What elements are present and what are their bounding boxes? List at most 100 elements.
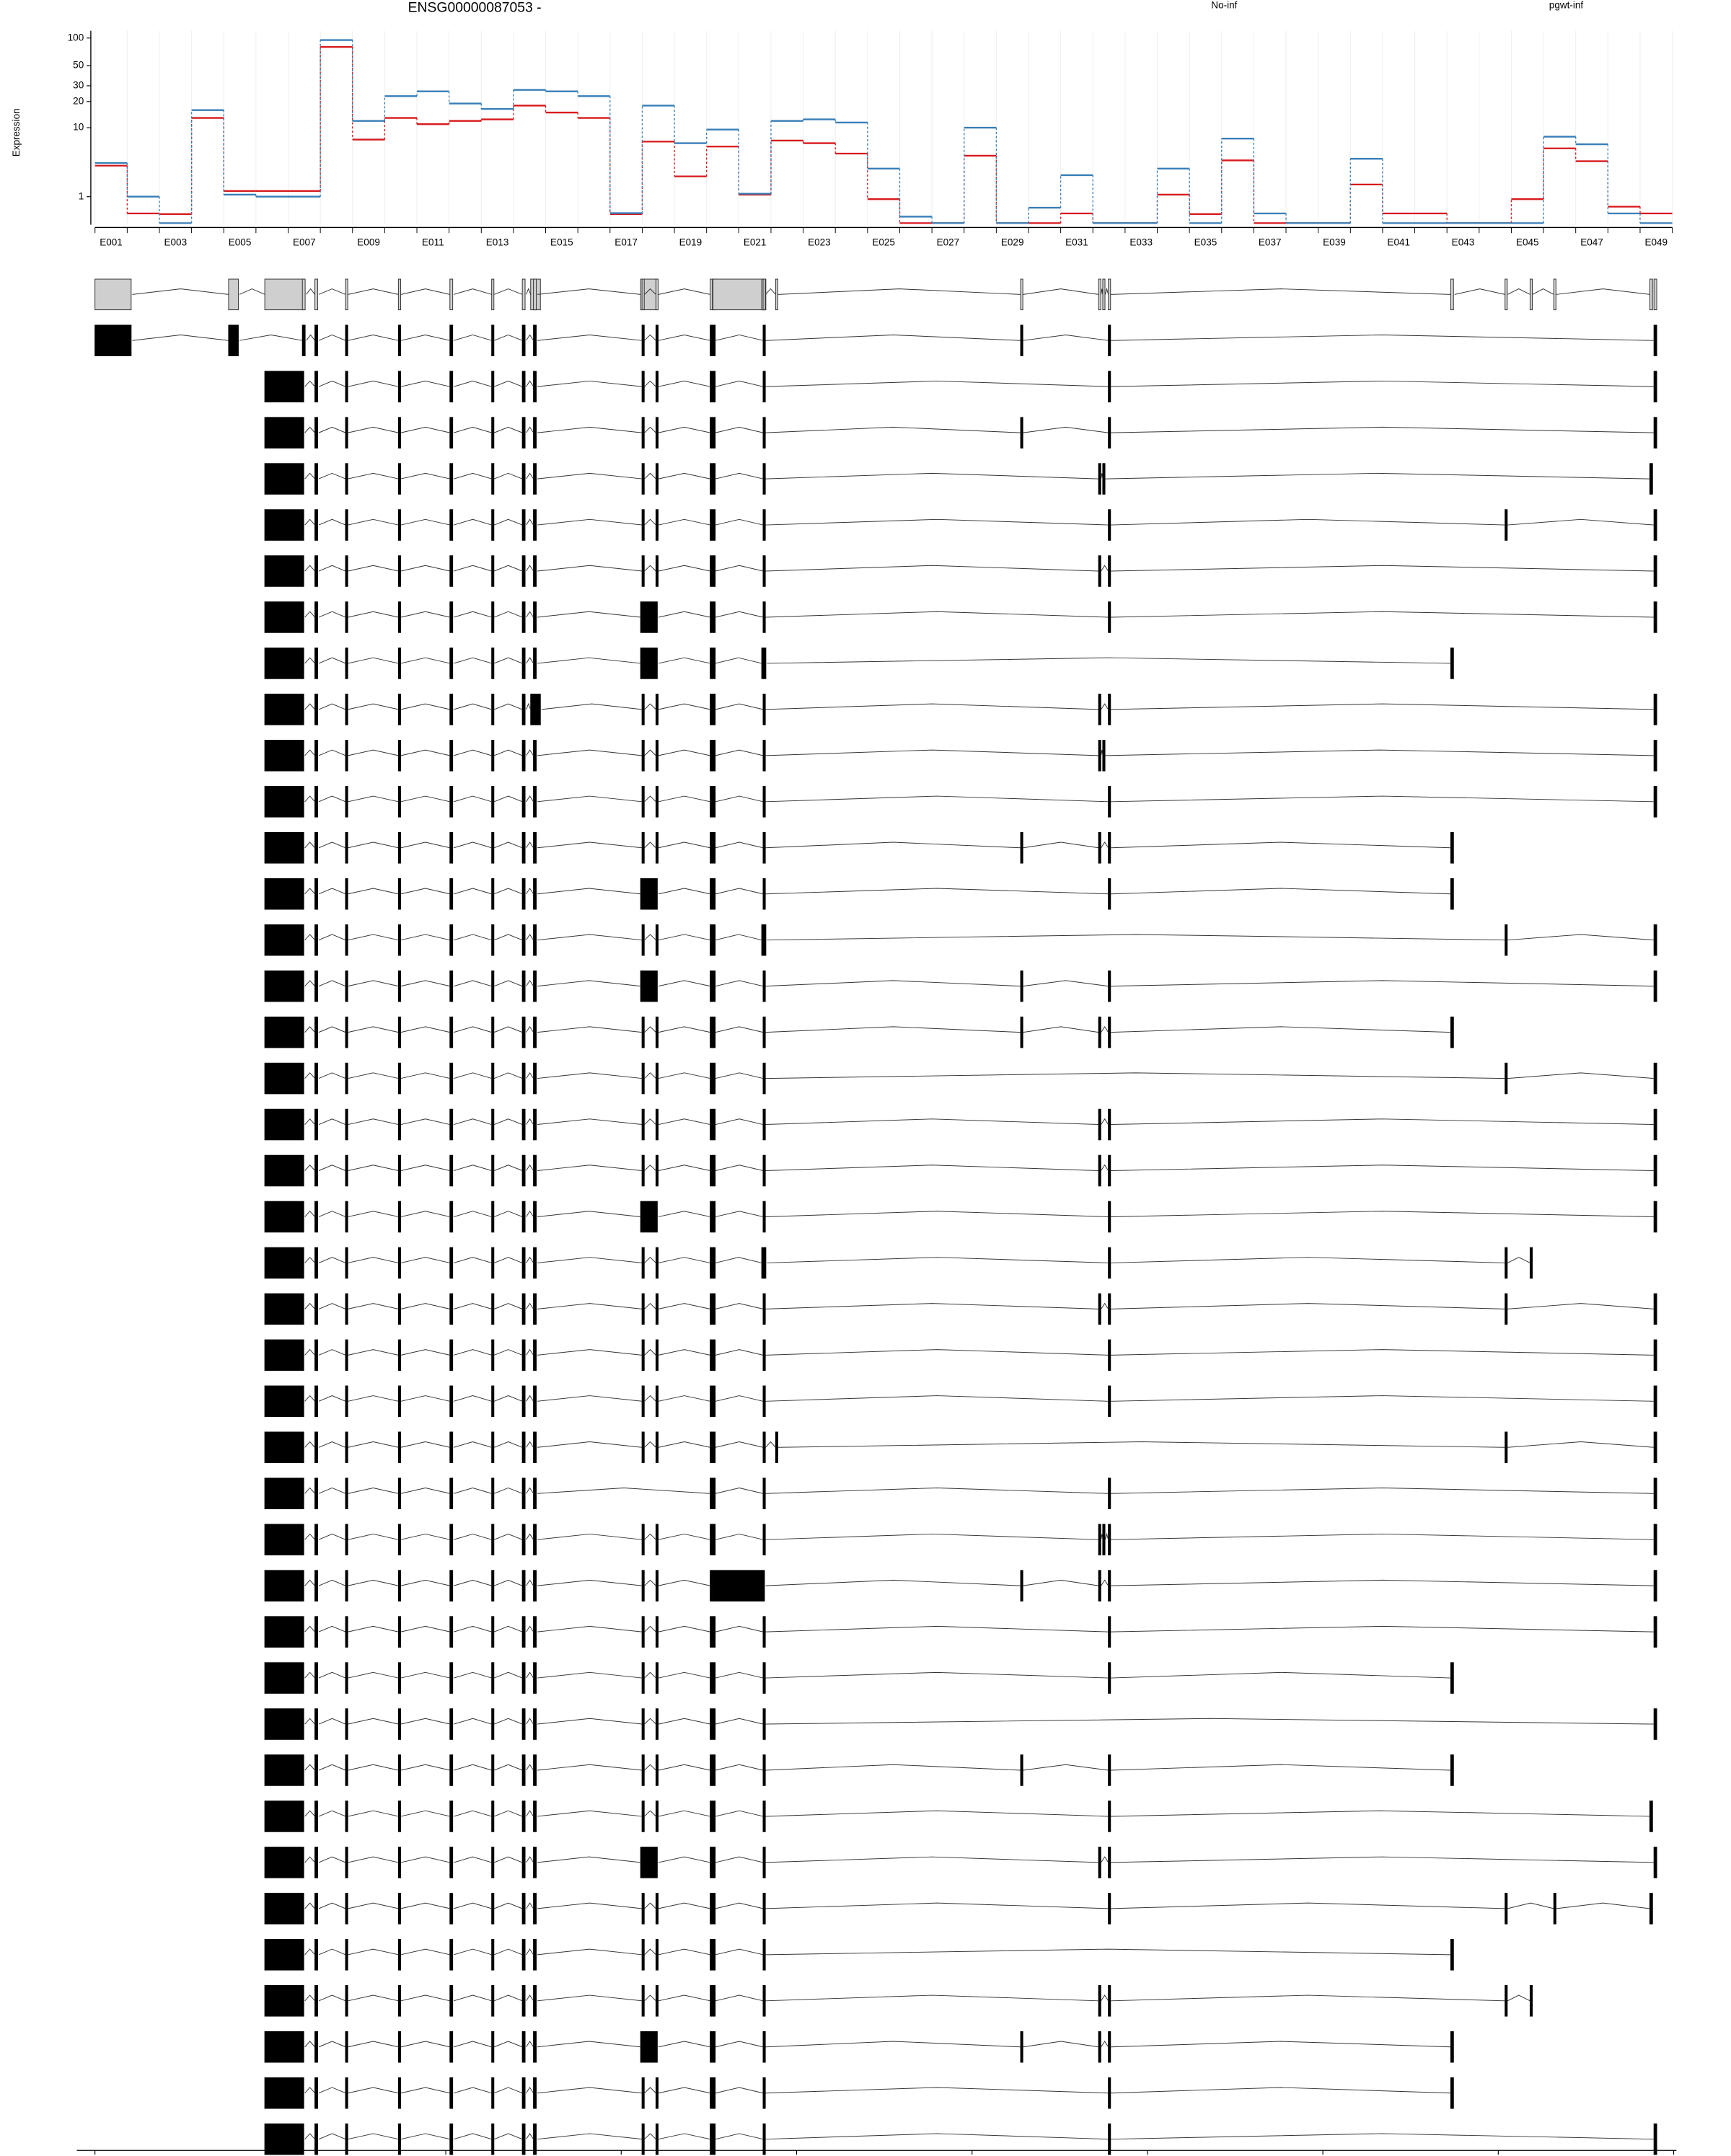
intron [304,565,315,572]
intron [537,1948,643,1956]
intron [658,426,710,433]
transcript-exon [1653,371,1657,402]
intron [493,1118,523,1125]
intron [526,1210,534,1217]
intron [1111,1118,1655,1126]
intron [658,288,710,295]
transcript-exon [713,1847,716,1878]
transcript-exon [1102,740,1106,772]
intron [715,380,764,387]
transcript-exon [264,371,304,402]
transcript-exon [345,1201,348,1233]
transcript-exon [264,1108,304,1141]
intron [537,980,641,987]
intron [537,795,643,803]
intron [454,1072,492,1079]
intron [644,472,656,480]
transcript-exon [449,1247,454,1279]
intron [526,1256,534,1263]
intron [1507,1994,1530,2002]
intron [1111,334,1655,341]
transcript-exon [640,970,658,1002]
transcript-exon [264,1201,304,1233]
x-tick-label: E027 [937,237,960,247]
transcript-exon [1108,2123,1111,2155]
transcript-exon [521,1062,526,1095]
transcript-exon [655,1985,659,2017]
intron [526,841,534,849]
intron [765,703,1099,710]
intron [537,1165,643,1171]
intron [400,334,450,341]
intron [1111,1902,1505,1909]
transcript-exon [641,1939,645,1971]
intron [454,980,492,987]
transcript-exon [533,1385,537,1418]
gene-model-exon [1529,278,1533,311]
intron [537,1671,643,1679]
transcript-exon [449,509,454,541]
transcript-exon [314,509,318,541]
transcript-exon [1653,1293,1657,1325]
transcript-exon [641,324,645,356]
intron [1111,980,1655,987]
transcript-exon [1108,1847,1111,1878]
transcript-exon [314,417,318,449]
intron [1101,565,1109,572]
transcript-exon [345,1339,348,1371]
intron [1111,380,1655,387]
transcript-exon [1653,1385,1657,1418]
transcript-exon [1108,2077,1111,2109]
transcript-exon [345,694,348,725]
transcript-exon [521,417,526,449]
transcript-exon [713,1201,716,1233]
intron [644,1302,656,1309]
intron [526,1902,534,1909]
intron [1101,1118,1109,1125]
transcript-exon [314,1154,318,1187]
transcript-exon [264,1062,304,1095]
intron [537,657,641,664]
intron [715,1764,764,1771]
transcript-exon [491,1108,495,1141]
transcript-exon [345,1247,348,1279]
intron [493,888,523,895]
intron [454,657,492,664]
transcript-exon [397,1385,401,1418]
intron [1105,749,1655,756]
transcript-exon [655,1939,659,1971]
transcript-exon [710,694,713,725]
transcript-exon [264,832,304,864]
transcript-exon [762,1062,766,1095]
transcript-exon [491,786,495,818]
intron [526,980,534,986]
intron [348,888,399,895]
intron [348,1764,399,1771]
intron [400,1072,450,1079]
transcript-exon [397,1431,401,1464]
intron [715,1165,764,1171]
intron [454,1948,492,1956]
intron [318,1718,346,1725]
intron [644,1072,656,1079]
transcript-exon [641,1893,645,1925]
intron [454,888,492,895]
intron [493,1441,523,1448]
transcript-exon [713,832,716,864]
intron [318,888,346,895]
transcript-exon [641,2123,645,2155]
intron [454,1118,492,1126]
intron [304,841,315,849]
intron [348,426,399,433]
intron [400,1718,450,1725]
intron [304,1671,315,1679]
intron [526,934,534,940]
transcript-exon [655,1339,659,1371]
transcript-exon [641,1016,645,1048]
transcript-exon [345,1108,348,1141]
transcript-exon [762,1708,766,1740]
transcript-exon [710,1939,713,1971]
intron [644,1118,656,1125]
transcript-exon [1653,970,1657,1002]
intron [1111,1625,1655,1633]
